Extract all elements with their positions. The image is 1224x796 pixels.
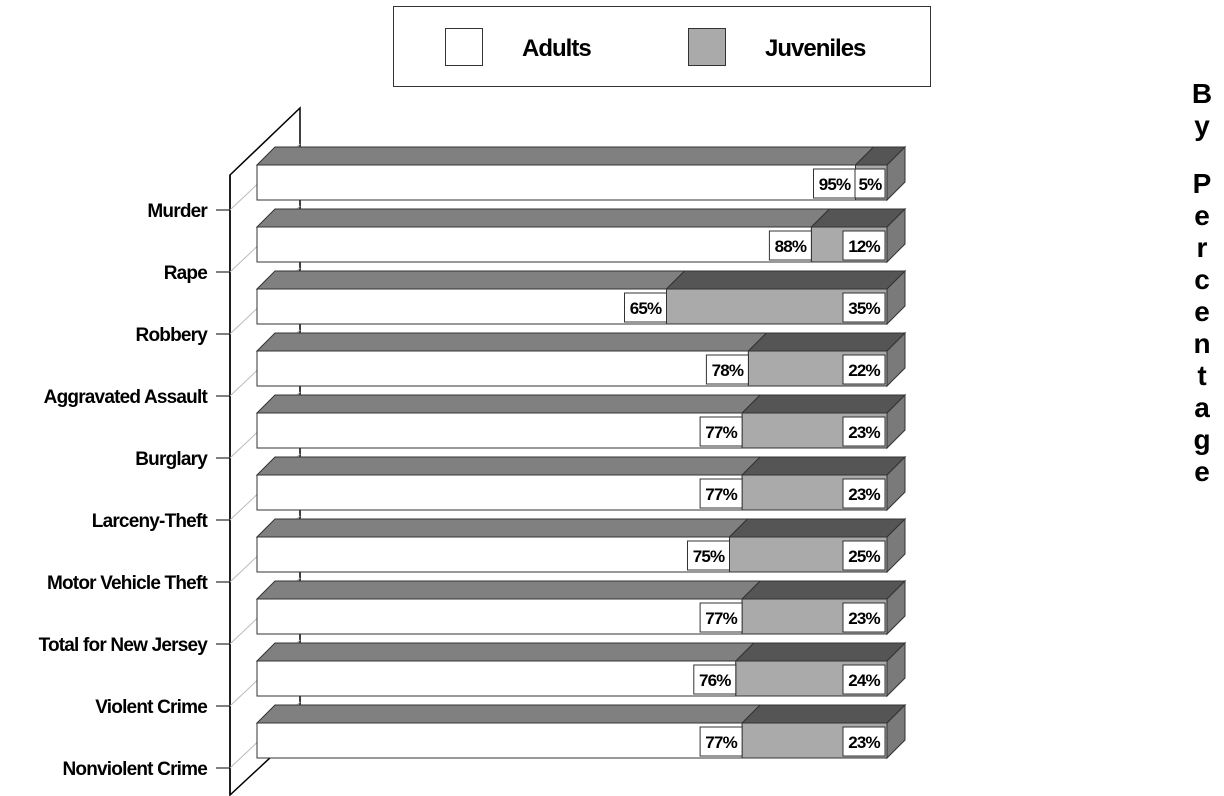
- category-label: Burglary: [135, 449, 208, 470]
- bar-adults: [256, 536, 730, 573]
- side-title-letter: r: [1196, 232, 1208, 263]
- bar-top-adults: [255, 394, 762, 414]
- data-label-box-adults: [624, 292, 667, 323]
- data-label-box-juveniles: [842, 726, 886, 757]
- bar-adults: [256, 722, 743, 759]
- data-label-juveniles: 12%: [848, 237, 880, 256]
- data-label-juveniles: 25%: [848, 547, 880, 566]
- bar-top-adults: [255, 518, 749, 538]
- bar-adults: [256, 412, 743, 449]
- data-label-box-juveniles: [854, 168, 886, 199]
- category-label: Robbery: [136, 325, 209, 346]
- category-label: Violent Crime: [95, 697, 207, 718]
- category-label: Larceny-Theft: [92, 511, 209, 532]
- bar-top-adults: [255, 146, 875, 166]
- bar-top-adults: [255, 642, 756, 662]
- data-label-box-juveniles: [842, 230, 886, 261]
- data-label-juveniles: 5%: [859, 175, 883, 194]
- category-label: Murder: [147, 201, 208, 222]
- data-label-box-adults: [699, 478, 743, 509]
- side-title-letter: e: [1194, 200, 1210, 231]
- legend-swatch-juveniles: [688, 28, 726, 66]
- side-title-letter: e: [1194, 456, 1210, 487]
- bar-adults: [256, 350, 749, 387]
- legend-label-adults: Adults: [522, 35, 592, 62]
- bar-top-adults: [255, 704, 762, 724]
- data-label-adults: 65%: [630, 299, 662, 318]
- bar-top-adults: [255, 332, 768, 352]
- data-label-box-juveniles: [842, 478, 886, 509]
- bar-top-juveniles: [728, 518, 907, 538]
- bar-top-juveniles: [740, 580, 907, 600]
- category-label: Aggravated Assault: [44, 387, 209, 408]
- bar-top-juveniles: [740, 394, 907, 414]
- data-label-juveniles: 22%: [848, 361, 880, 380]
- data-label-juveniles: 23%: [848, 423, 880, 442]
- data-label-adults: 77%: [705, 485, 737, 504]
- data-label-juveniles: 35%: [848, 299, 880, 318]
- data-label-juveniles: 24%: [848, 671, 880, 690]
- side-title-letter: y: [1194, 110, 1210, 141]
- side-title-letter: e: [1194, 296, 1210, 327]
- side-title-letter: P: [1192, 168, 1212, 199]
- data-label-adults: 77%: [705, 733, 737, 752]
- data-label-box-juveniles: [842, 416, 886, 447]
- data-label-box-juveniles: [842, 354, 886, 385]
- bar-adults: [256, 226, 812, 263]
- data-label-juveniles: 23%: [848, 485, 880, 504]
- bar-adults: [256, 598, 743, 635]
- data-label-box-adults: [699, 602, 743, 633]
- bar-top-juveniles: [734, 642, 907, 662]
- data-label-adults: 78%: [712, 361, 744, 380]
- bar-top-juveniles: [740, 704, 907, 724]
- bar-adults: [256, 164, 856, 201]
- category-label: Motor Vehicle Theft: [47, 573, 209, 594]
- bar-top-juveniles: [740, 456, 907, 476]
- side-title-letter: g: [1193, 424, 1211, 455]
- legend: Adults Juveniles: [393, 6, 931, 87]
- data-label-box-adults: [687, 540, 730, 571]
- bar-top-adults: [255, 208, 831, 228]
- legend-swatch-adults: [445, 28, 483, 66]
- side-title-letter: n: [1193, 328, 1211, 359]
- side-title-letter: t: [1197, 360, 1207, 391]
- data-label-box-adults: [699, 416, 743, 447]
- side-title-letter: [1180, 142, 1224, 168]
- side-title-letter: a: [1194, 392, 1210, 423]
- data-label-box-juveniles: [842, 540, 886, 571]
- data-label-juveniles: 23%: [848, 733, 880, 752]
- data-label-box-adults: [705, 354, 749, 385]
- category-label: Nonviolent Crime: [63, 759, 208, 780]
- data-label-box-adults: [693, 664, 737, 695]
- bar-adults: [256, 474, 743, 511]
- category-label: Rape: [164, 263, 207, 284]
- data-label-box-adults: [699, 726, 743, 757]
- bar-top-juveniles: [665, 270, 907, 290]
- bar-top-juveniles: [747, 332, 907, 352]
- category-label: Total for New Jersey: [39, 635, 209, 656]
- data-label-adults: 88%: [775, 237, 807, 256]
- data-label-adults: 77%: [705, 609, 737, 628]
- data-label-juveniles: 23%: [848, 609, 880, 628]
- data-label-adults: 75%: [693, 547, 725, 566]
- bar-adults: [256, 660, 737, 697]
- data-label-adults: 76%: [699, 671, 731, 690]
- bar-top-adults: [255, 580, 762, 600]
- data-label-box-juveniles: [842, 602, 886, 633]
- bar-adults: [256, 288, 667, 325]
- bar-top-adults: [255, 456, 762, 476]
- data-label-box-juveniles: [842, 664, 886, 695]
- legend-label-juveniles: Juveniles: [765, 35, 866, 62]
- data-label-box-adults: [768, 230, 812, 261]
- side-title-letter: B: [1191, 78, 1213, 109]
- data-label-adults: 95%: [819, 175, 851, 194]
- data-label-adults: 77%: [705, 423, 737, 442]
- bar-top-adults: [255, 270, 686, 290]
- side-title-letter: c: [1194, 264, 1210, 295]
- data-label-box-juveniles: [842, 292, 886, 323]
